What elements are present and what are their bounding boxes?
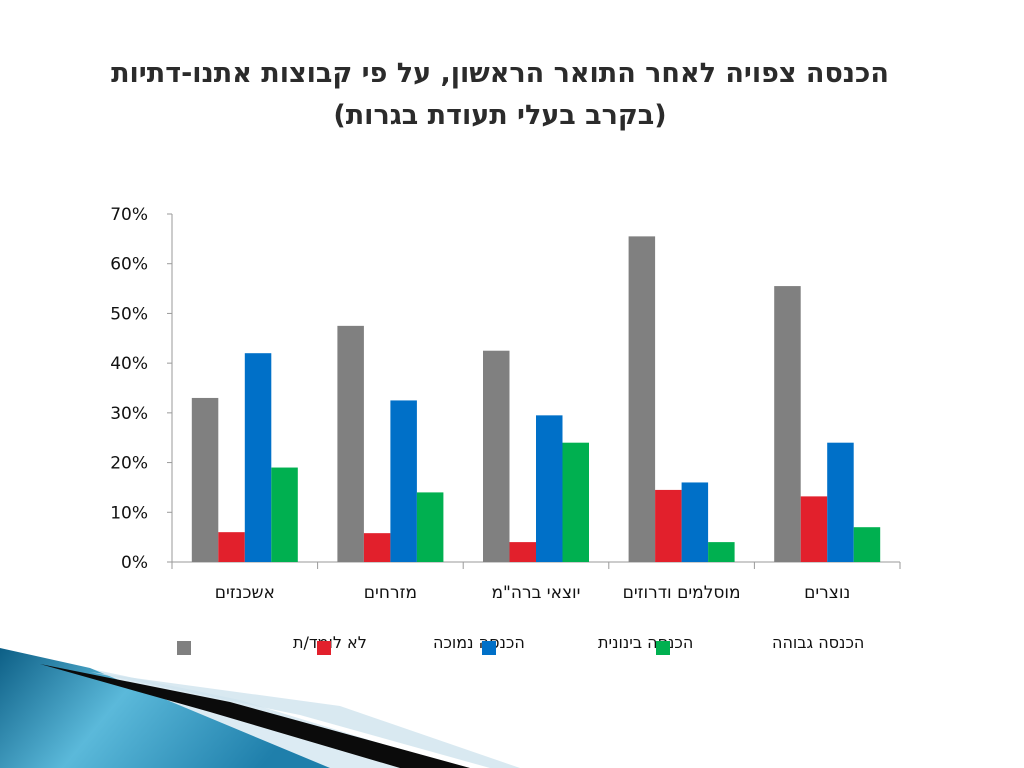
bar [509,542,536,562]
y-tick-label: 0% [121,553,148,573]
bar [774,286,801,562]
x-tick-label: אשכנזים [215,583,275,603]
bar [853,527,881,562]
decorative-swoosh [0,648,520,768]
slide-subtitle: (בקרב בעלי תעודת בגרות) [333,100,667,131]
bar [390,400,417,562]
legend-label: הכנסה נמוכה [433,633,525,652]
bar [218,532,245,562]
bar [681,482,709,562]
bar [483,350,510,562]
legend-swatch [482,641,496,655]
bar [655,489,682,562]
bar [800,496,828,562]
bar [191,397,219,562]
legend-swatch [317,641,331,655]
y-tick-label: 60% [110,255,148,275]
bar [562,442,589,562]
x-tick-label: יוצאי ברה"מ [492,583,581,603]
bar [363,533,391,562]
bar [271,467,298,562]
legend-label: הכנסה בינונית [598,633,693,652]
bar [708,542,735,562]
slide-title: הכנסה צפויה לאחר התואר הראשון, על פי קבו… [111,58,889,89]
x-tick-label: מוסלמים ודרוזים [623,583,741,603]
y-tick-label: 20% [110,454,148,474]
y-tick-label: 30% [110,404,148,424]
legend-swatch [656,641,670,655]
bar [244,353,272,562]
bar [536,415,563,562]
legend-label: הכנסה גבוהה [772,633,864,652]
y-tick-label: 10% [110,503,148,523]
x-tick-label: מזרחים [364,583,417,603]
bar [628,236,656,562]
legend-swatch [177,641,191,655]
x-tick-label: נוצרים [804,583,850,603]
y-tick-label: 40% [110,354,148,374]
plot-area: 0% 10% 20% 30% 40% 50% 60% 70% אשכנזים מזרחים יוצא… [110,205,901,603]
bar [416,492,444,562]
bar [827,442,854,562]
y-tick-label: 50% [110,304,148,324]
y-tick-label: 70% [110,205,148,225]
bar [337,325,364,562]
